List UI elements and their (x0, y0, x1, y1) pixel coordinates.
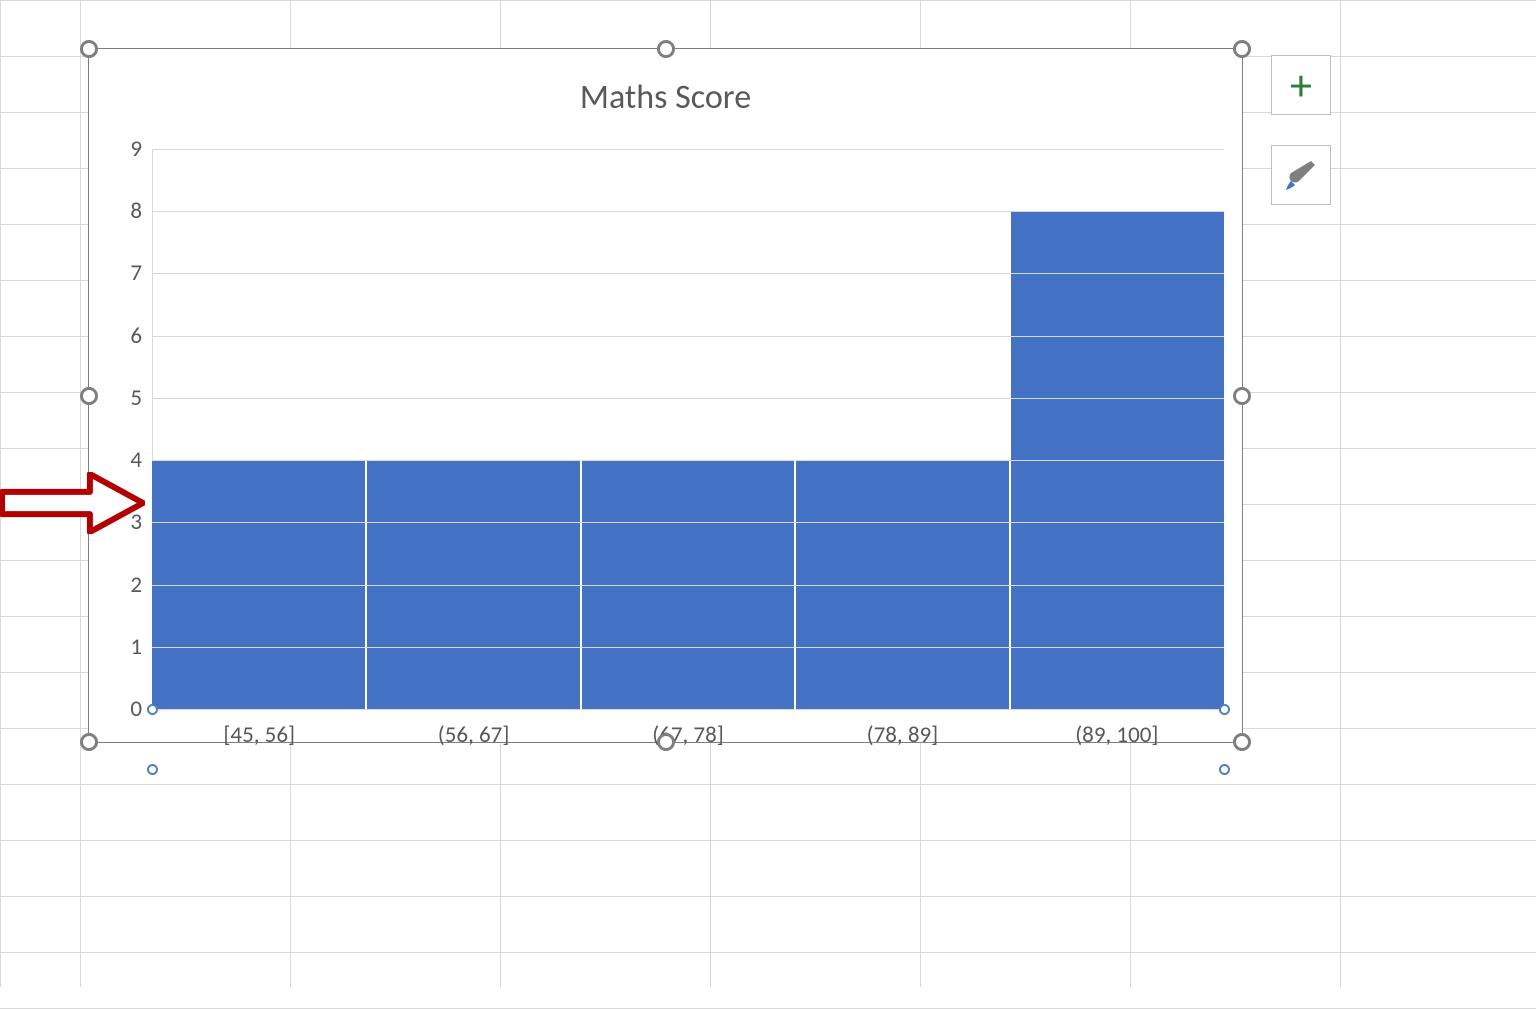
y-tick-label: 4 (130, 446, 142, 474)
y-tick-label: 9 (130, 135, 142, 163)
y-tick-label: 8 (130, 197, 142, 225)
chart-object[interactable]: Maths Score 0123456789 [45, 56](56, 67](… (88, 48, 1243, 743)
chart-styles-button[interactable] (1271, 145, 1331, 205)
x-tick-label: (89, 100] (1010, 721, 1224, 749)
axis-selection-handle[interactable] (1219, 704, 1230, 715)
plus-icon: + (1290, 63, 1312, 107)
resize-handle-se[interactable] (1233, 733, 1251, 751)
resize-handle-n[interactable] (657, 40, 675, 58)
y-tick-label: 7 (130, 259, 142, 287)
x-axis-labels[interactable]: [45, 56](56, 67](67, 78](78, 89](89, 100… (152, 721, 1224, 749)
chart-bars[interactable] (152, 149, 1224, 709)
x-tick-label: [45, 56] (152, 721, 366, 749)
resize-handle-sw[interactable] (80, 733, 98, 751)
chart-title[interactable]: Maths Score (89, 77, 1242, 118)
resize-handle-e[interactable] (1233, 387, 1251, 405)
y-tick-label: 1 (130, 633, 142, 661)
axis-selection-handle[interactable] (1219, 764, 1230, 775)
resize-handle-w[interactable] (80, 387, 98, 405)
y-tick-label: 2 (130, 571, 142, 599)
resize-handle-s[interactable] (657, 733, 675, 751)
axis-selection-handle[interactable] (147, 764, 158, 775)
annotation-arrow (0, 472, 145, 534)
resize-handle-ne[interactable] (1233, 40, 1251, 58)
y-tick-label: 0 (130, 695, 142, 723)
resize-handle-nw[interactable] (80, 40, 98, 58)
paintbrush-icon (1283, 157, 1319, 193)
chart-plot-area[interactable]: 0123456789 (152, 149, 1224, 709)
x-tick-label: (56, 67] (366, 721, 580, 749)
y-tick-label: 6 (130, 322, 142, 350)
x-tick-label: (78, 89] (795, 721, 1009, 749)
chart-elements-button[interactable]: + (1271, 55, 1331, 115)
y-tick-label: 5 (130, 384, 142, 412)
axis-selection-handle[interactable] (147, 704, 158, 715)
x-tick-label: (67, 78] (581, 721, 795, 749)
